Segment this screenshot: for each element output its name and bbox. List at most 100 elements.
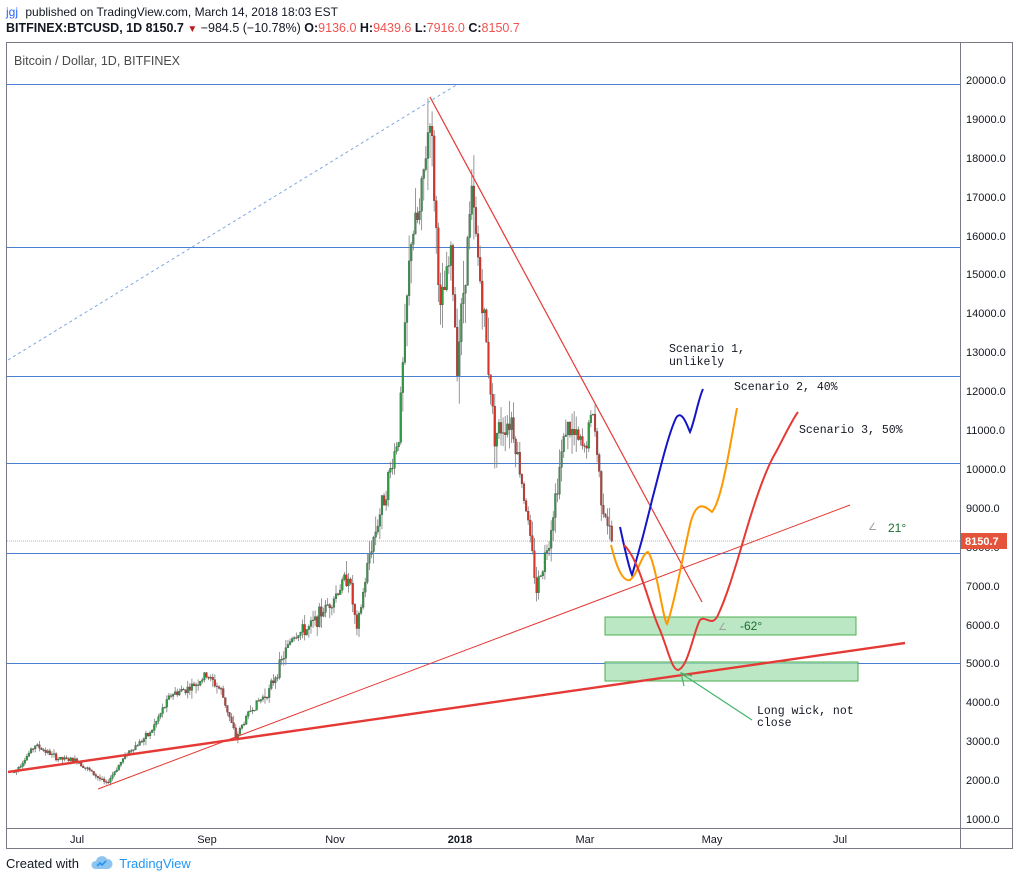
candle-up [399,392,402,443]
candle-down [355,614,358,629]
candle-up [564,434,567,437]
candle-down [527,511,530,521]
candle-up [299,632,302,636]
candle-up [278,659,281,678]
y-tick-20000: 20000.0 [966,75,1006,87]
publish-line: jgj published on TradingView.com, March … [6,5,338,19]
candle-down [439,284,442,306]
candle-up [286,644,290,648]
candle-down [520,474,523,484]
candle-up [243,724,246,726]
candle-up [502,432,505,434]
candle-up [566,422,569,436]
candle-up [376,525,379,533]
support-zone-lower[interactable] [604,661,859,682]
rising-support-line[interactable] [97,504,851,790]
scenario-2-path[interactable] [610,407,738,626]
candle-down [65,757,68,759]
dotted-extension-line[interactable] [7,83,459,361]
candle-down [493,405,496,447]
candle-down [316,616,319,627]
candle-down [454,294,457,328]
candle-up [289,641,292,645]
candle-up [247,711,250,717]
candle-down [491,394,494,407]
candle-up [201,679,204,682]
candle-down [188,686,191,691]
candle-up [180,689,183,692]
candle-down [606,516,609,526]
scenario-3-path[interactable] [623,411,799,672]
angle-label-21: ∠ 21° [858,512,916,540]
candle-down [48,750,51,755]
close-value: 8150.7 [481,21,520,35]
candle-up [144,733,147,739]
candle-up [397,442,400,448]
candle-up [274,677,277,684]
candle-up [428,125,432,133]
candle-up [314,616,317,621]
wick-callout-arrow[interactable] [681,673,753,721]
candle-up [69,757,72,761]
candle-down [215,685,219,688]
candle-up [255,700,258,711]
candle-up [50,753,53,755]
price-axis: 20000.0 19000.0 18000.0 17000.0 16000.0 … [966,75,1006,826]
candle-up [410,244,413,262]
candle-down [351,583,354,605]
candle-down [585,445,588,449]
candle-down [581,436,584,446]
candle-up [186,686,189,694]
candle-up [322,612,325,617]
candle-down [266,697,269,699]
candle-up [119,761,122,766]
candle-up [251,710,254,712]
candle-down [437,227,440,286]
tradingview-brand-link[interactable]: TradingView [119,856,191,871]
candle-up [115,770,118,773]
candle-down [602,505,605,515]
chart-header: jgj published on TradingView.com, March … [0,0,1018,40]
downtrend-line[interactable] [429,96,703,603]
long-term-support-line[interactable] [7,641,906,774]
candle-down [184,689,187,694]
candle-up [151,730,154,733]
candle-up [311,619,315,622]
last-price: 8150.7 [145,21,184,35]
author-link[interactable]: jgj [6,5,19,19]
scenario-1-path[interactable] [619,388,704,579]
symbol-label[interactable]: BITFINEX:BTCUSD, 1D [6,21,143,35]
candle-up [291,638,294,642]
candle-down [556,493,559,495]
x-tick-may: May [702,834,723,846]
candle-up [362,592,365,608]
candle-up [297,635,300,639]
y-tick-4000: 4000.0 [966,697,1000,709]
support-zone-upper[interactable] [604,616,857,636]
candle-up [378,514,381,527]
candle-down [512,417,515,440]
candle-up [550,530,553,549]
high-value: 9439.6 [373,21,412,35]
current-price-badge-text: 8150.7 [965,536,999,548]
candle-down [38,744,41,749]
candle-up [589,414,592,423]
candle-up [19,766,22,768]
candle-down [55,753,58,761]
candle-up [318,606,321,627]
candle-up [462,292,465,304]
candle-up [132,749,135,751]
candle-down [107,781,110,784]
candle-up [418,211,421,220]
candle-down [610,525,613,542]
created-with-label: Created with [6,856,79,871]
y-tick-16000: 16000.0 [966,231,1006,243]
candle-up [59,757,62,760]
candle-up [370,551,373,555]
candle-down [169,695,173,697]
candle-down [182,689,185,691]
candle-up [195,684,198,687]
candle-down [176,691,179,696]
x-tick-jul-2018: Jul [833,834,847,846]
